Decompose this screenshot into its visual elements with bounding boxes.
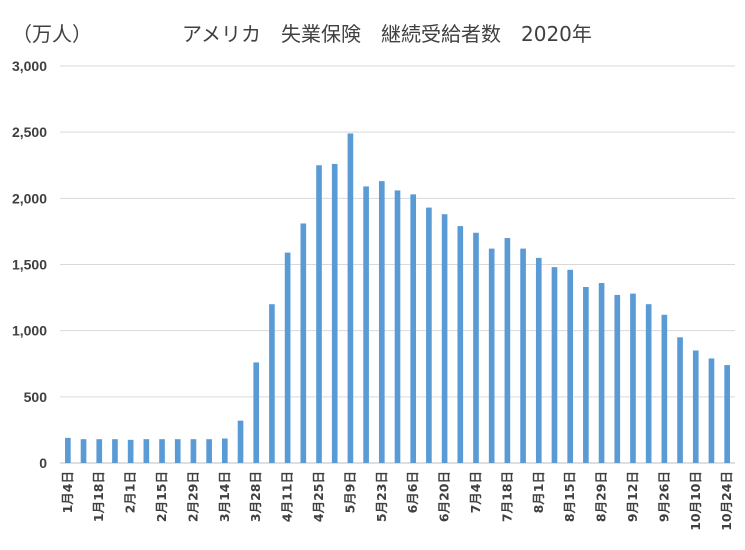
x-tick-label: 8月1日 [531,471,546,513]
bar-1月4日 [65,437,71,463]
bar-10月3日 [677,337,683,463]
bar-1月18日 [96,439,103,463]
bar-3月28日 [253,362,260,463]
x-tick-label: 7月18日 [499,471,514,522]
y-tick-label: 2,500 [12,124,47,140]
bar-6月13日 [426,207,432,463]
x-tick-label: 1月18日 [91,471,106,522]
x-tick-label: 2月29日 [185,471,200,522]
bar-5月30日 [394,190,401,464]
bar-7月4日 [473,232,479,463]
x-tick-label: 2月1日 [123,471,138,513]
bar-8月8日 [551,267,558,463]
bar-3月21日 [237,420,244,463]
bar-8月15日 [567,269,573,463]
bar-3月7日 [206,439,212,463]
x-tick-label: 9月26日 [656,471,671,522]
x-tick-label: 3月14日 [217,471,232,522]
x-tick-label: 4月11日 [280,471,295,522]
bar-4月18日 [300,223,307,463]
x-tick-label: 6月20日 [437,471,452,522]
bar-8月29日 [598,283,605,463]
x-tick-label: 5月9日 [342,471,357,513]
bar-2月1日 [127,439,134,463]
y-tick-label: 0 [39,455,47,471]
y-tick-label: 1,000 [12,323,47,339]
x-tick-label: 8月29日 [594,471,609,522]
bar-4月11日 [284,252,291,463]
y-tick-label: 500 [24,389,48,405]
bar-10月17日 [708,358,715,463]
y-unit-label: （万人） [12,22,92,46]
bar-6月27日 [457,226,464,463]
bar-8月1日 [535,257,542,463]
y-tick-label: 1,500 [12,257,47,273]
bar-9月19日 [645,304,652,463]
x-tick-label: 3月28日 [248,471,263,522]
bar-1月25日 [112,439,118,463]
bar-4月25日 [316,165,322,463]
bar-2月22日 [174,439,181,463]
bar-3月14日 [222,438,228,463]
x-tick-label: 5月23日 [374,471,389,522]
bar-8月22日 [583,286,589,463]
bar-5月23日 [378,181,385,463]
x-tick-label: 4月25日 [311,471,326,522]
bar-7月11日 [488,248,495,463]
x-tick-label: 8月15日 [562,471,577,522]
x-tick-label: 2月15日 [154,471,169,522]
x-tick-label: 10月10日 [688,471,703,531]
x-tick-label: 9月12日 [625,471,640,522]
bar-6月20日 [441,214,448,463]
y-tick-label: 3,000 [12,58,47,74]
bar-5月9日 [347,133,354,464]
bar-5月16日 [363,186,369,463]
y-tick-label: 2,000 [12,190,47,206]
bar-9月12日 [630,293,636,463]
x-tick-label: 6月6日 [405,471,420,513]
bar-4月4日 [269,304,275,463]
bar-9月5日 [614,294,621,463]
bar-7月25日 [520,248,526,463]
bar-9月26日 [661,314,668,463]
bar-1月11日 [80,439,87,463]
bar-7月18日 [504,238,511,463]
bar-2月8日 [143,439,150,463]
x-tick-label: 10月24日 [719,471,734,531]
bar-6月6日 [410,194,417,463]
bar-2月29日 [190,439,197,463]
bar-10月24日 [724,365,730,463]
bar-2月15日 [159,439,165,463]
chart-title: アメリカ 失業保険 継続受給者数 2020年 [182,22,592,46]
x-tick-label: 7月4日 [468,471,483,513]
bar-5月2日 [331,163,338,463]
x-tick-label: 1月4日 [60,471,75,513]
bar-10月10日 [692,350,699,463]
